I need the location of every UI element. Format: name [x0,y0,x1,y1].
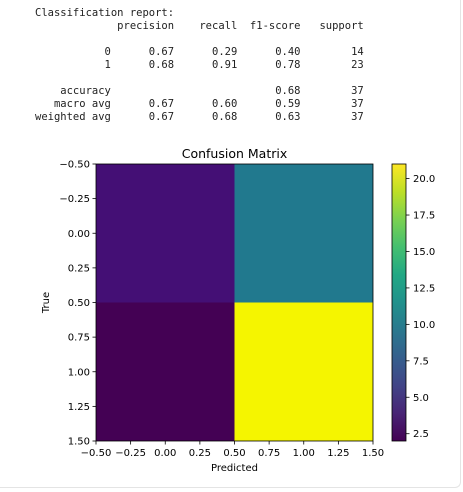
heatmap-cell-0-0 [96,164,235,303]
y-tick-label: 1.50 [68,437,90,448]
y-tick-label: −0.25 [59,194,90,205]
y-axis: −0.50 −0.25 0.00 0.25 0.50 0.75 1.00 1.25 1.50 [59,160,96,448]
y-axis-label: True [41,292,52,314]
x-axis: −0.50 −0.25 0.00 0.25 0.50 0.75 1.00 1.25 1.50 [81,441,384,459]
y-tick-label: 1.00 [68,367,90,378]
colorbar-tick-label: 5.0 [413,393,429,404]
x-axis-label: Predicted [211,463,258,474]
x-tick-label: 0.75 [258,448,280,459]
colorbar-tick-label: 2.5 [413,429,429,440]
colorbar-frame [391,163,407,442]
heatmap-cells [96,164,373,441]
y-tick-label: 0.75 [68,333,90,344]
colorbar-tick-label: 15.0 [413,247,435,258]
y-tick-label: −0.50 [59,160,90,171]
colorbar [392,164,406,441]
y-tick-label: 1.25 [68,402,90,413]
x-tick-label: −0.25 [115,448,146,459]
chart-title: Confusion Matrix [182,146,288,161]
colorbar-tick-label: 17.5 [413,211,435,222]
x-tick-label: −0.50 [81,448,112,459]
colorbar-tick-label: 7.5 [413,356,429,367]
colorbar-axis: 2.5 5.0 7.5 10.0 12.5 15.0 17.5 20.0 [406,174,435,440]
x-tick-label: 0.50 [223,448,245,459]
colorbar-tick-label: 10.0 [413,320,435,331]
heatmap-cell-0-1 [234,164,373,303]
heatmap-cell-1-1 [234,302,373,441]
x-tick-label: 1.00 [293,448,315,459]
colorbar-tick-label: 12.5 [413,283,435,294]
x-tick-label: 0.25 [189,448,211,459]
heatmap-cell-1-0 [96,302,235,441]
y-tick-label: 0.00 [68,229,90,240]
colorbar-tick-label: 20.0 [413,174,435,185]
x-tick-label: 1.50 [362,448,384,459]
x-tick-label: 0.00 [154,448,176,459]
classification-report: Classification report: precision recall … [35,7,364,123]
y-tick-label: 0.25 [68,263,90,274]
y-tick-label: 0.50 [68,298,90,309]
x-tick-label: 1.25 [327,448,349,459]
